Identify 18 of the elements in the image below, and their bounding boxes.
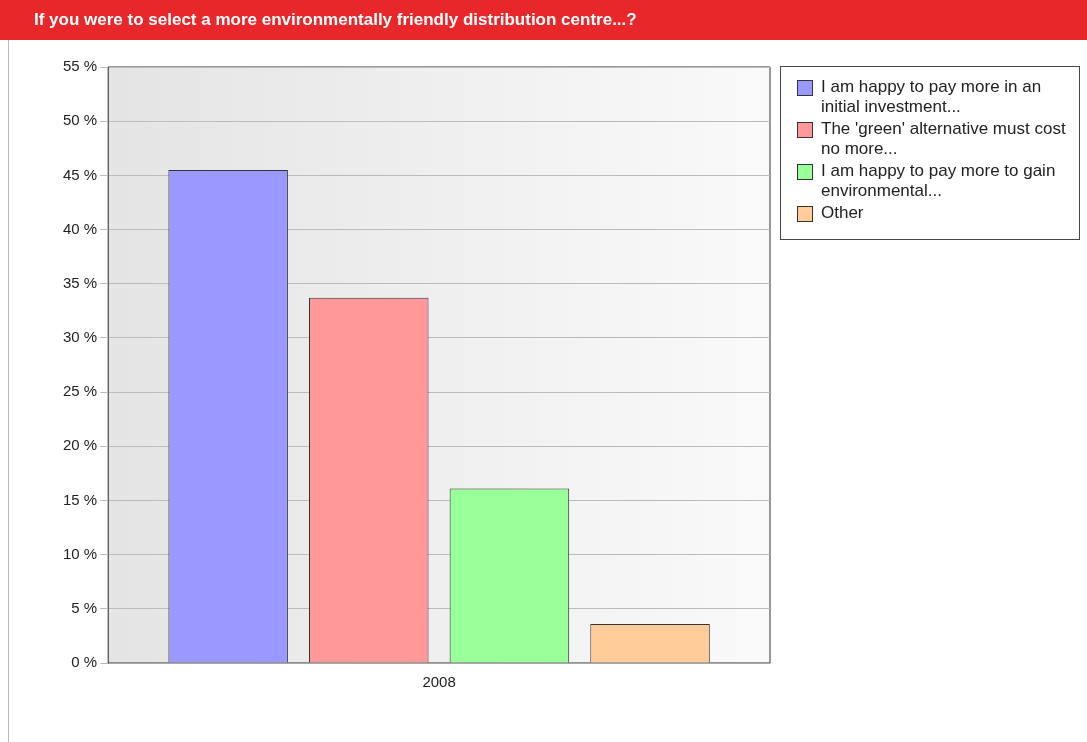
- y-tick-label: 40 %: [62, 219, 98, 237]
- y-tick-label: 20 %: [62, 436, 98, 454]
- y-tick-label: 25 %: [62, 382, 98, 400]
- y-tick-label: 5 %: [71, 598, 98, 616]
- legend-label: I am happy to pay more to gain environmental...: [821, 161, 1057, 201]
- y-tick-label: 35 %: [62, 273, 98, 291]
- y-tick-label: 45 %: [62, 165, 98, 183]
- y-tick-label: 50 %: [62, 111, 98, 129]
- y-tick-label: 55 %: [62, 57, 98, 75]
- legend-label: Other: [821, 203, 864, 223]
- chart-title: If you were to select a more environmentally friendly distribution centre...?: [0, 0, 1087, 40]
- y-tick-label: 0 %: [71, 653, 98, 671]
- legend-label: The 'green' alternative must cost no more...: [821, 119, 1067, 159]
- y-tick-label: 10 %: [62, 544, 98, 562]
- y-tick-label: 15 %: [62, 490, 98, 508]
- x-tick-label: 2008: [422, 673, 456, 691]
- text: I am happy to pay more in an initial investment...: [821, 77, 1043, 117]
- y-tick-label: 30 %: [62, 328, 98, 346]
